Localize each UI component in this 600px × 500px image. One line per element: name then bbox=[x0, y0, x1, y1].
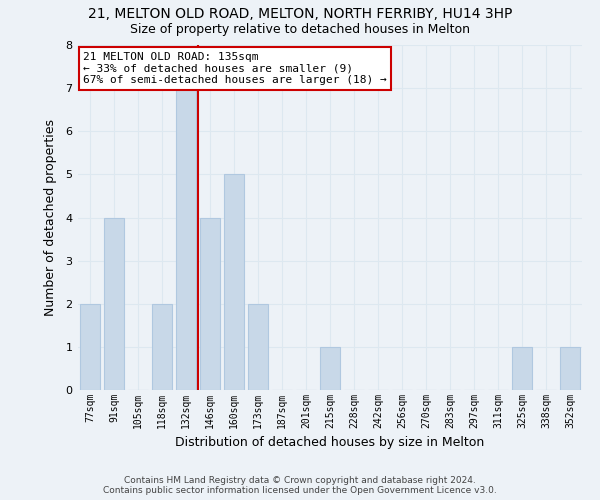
Bar bbox=[200, 218, 220, 390]
Text: Contains HM Land Registry data © Crown copyright and database right 2024.
Contai: Contains HM Land Registry data © Crown c… bbox=[103, 476, 497, 495]
Bar bbox=[512, 347, 532, 390]
Bar bbox=[248, 304, 268, 390]
Text: 21 MELTON OLD ROAD: 135sqm
← 33% of detached houses are smaller (9)
67% of semi-: 21 MELTON OLD ROAD: 135sqm ← 33% of deta… bbox=[83, 52, 387, 85]
Bar bbox=[80, 304, 100, 390]
Text: Size of property relative to detached houses in Melton: Size of property relative to detached ho… bbox=[130, 22, 470, 36]
Bar bbox=[104, 218, 124, 390]
X-axis label: Distribution of detached houses by size in Melton: Distribution of detached houses by size … bbox=[175, 436, 485, 450]
Y-axis label: Number of detached properties: Number of detached properties bbox=[44, 119, 57, 316]
Text: 21, MELTON OLD ROAD, MELTON, NORTH FERRIBY, HU14 3HP: 21, MELTON OLD ROAD, MELTON, NORTH FERRI… bbox=[88, 8, 512, 22]
Bar bbox=[152, 304, 172, 390]
Bar bbox=[176, 88, 196, 390]
Bar bbox=[560, 347, 580, 390]
Bar bbox=[320, 347, 340, 390]
Bar bbox=[224, 174, 244, 390]
